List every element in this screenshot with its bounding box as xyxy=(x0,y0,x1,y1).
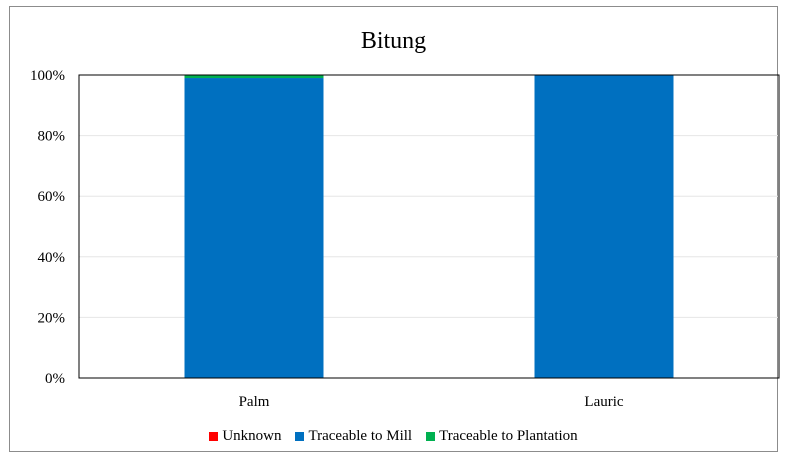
bar-segment xyxy=(184,75,324,79)
y-tick-label: 80% xyxy=(38,129,66,145)
legend-label-unknown: Unknown xyxy=(222,428,282,444)
legend-label-mill: Traceable to Mill xyxy=(308,428,413,444)
y-tick-label: 60% xyxy=(38,189,66,205)
bar-segment xyxy=(184,78,324,378)
y-tick-label: 40% xyxy=(38,250,66,266)
y-tick-label: 20% xyxy=(38,310,66,326)
legend-item-unknown: Unknown xyxy=(209,428,281,445)
plot-border xyxy=(78,74,780,379)
legend-swatch-mill xyxy=(295,432,305,441)
chart-legend: Unknown Traceable to Mill Traceable to P… xyxy=(0,428,787,445)
x-tick-label: Lauric xyxy=(584,394,623,410)
chart-title: Bitung xyxy=(360,28,427,54)
legend-item-plantation: Traceable to Plantation xyxy=(426,428,578,445)
x-tick-label: Palm xyxy=(239,394,270,410)
bar-segment xyxy=(534,75,674,378)
legend-item-mill: Traceable to Mill xyxy=(295,428,412,445)
legend-label-plantation: Traceable to Plantation xyxy=(439,428,578,444)
legend-swatch-unknown xyxy=(209,432,219,441)
y-tick-label: 0% xyxy=(45,371,65,387)
y-tick-label: 100% xyxy=(30,68,65,84)
legend-swatch-plantation xyxy=(426,432,436,441)
